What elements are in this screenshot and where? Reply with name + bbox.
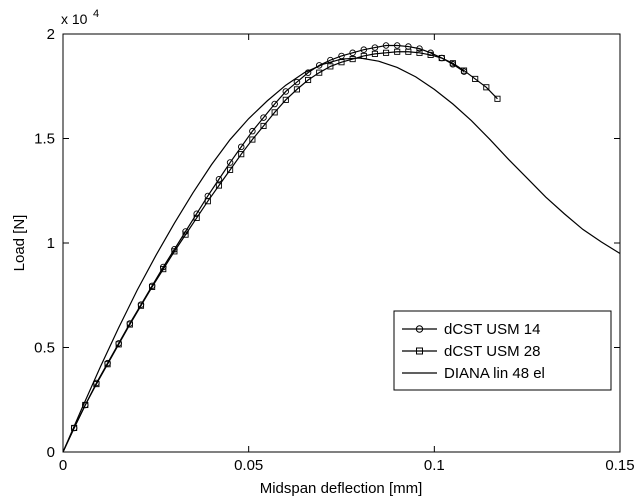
data-point-circle	[282, 88, 290, 95]
y-axis-label: Load [N]	[11, 215, 28, 272]
data-point-square	[193, 214, 200, 221]
legend-label-diana: DIANA lin 48 el	[444, 365, 545, 382]
data-point-square	[371, 50, 378, 57]
series-2	[62, 48, 501, 453]
data-point-square	[293, 86, 300, 93]
y-tick-label: 1	[47, 235, 55, 252]
data-point-circle	[360, 46, 368, 53]
data-point-square	[104, 361, 111, 368]
data-point-square	[227, 166, 234, 173]
data-point-square	[215, 182, 223, 189]
data-point-circle	[393, 42, 401, 49]
legend: dCST USM 14 dCST USM 28 DIANA lin 48 el	[393, 310, 612, 391]
legend-label-usm14: dCST USM 14	[444, 321, 540, 338]
data-point-square	[416, 49, 423, 56]
x-tick-label: 0.05	[234, 457, 263, 474]
data-point-square	[282, 96, 289, 103]
x-tick-label: 0.1	[424, 457, 445, 474]
data-point-square	[449, 60, 456, 67]
data-point-square	[427, 51, 434, 58]
data-point-circle	[260, 114, 267, 121]
data-point-circle	[226, 159, 234, 166]
data-point-circle	[237, 143, 245, 151]
data-point-square	[394, 48, 401, 55]
legend-marker-circle	[415, 325, 424, 333]
data-point-square	[93, 381, 100, 388]
y-tick-label: 0.5	[34, 340, 55, 357]
data-point-square	[249, 136, 256, 143]
data-point-circle	[293, 78, 301, 86]
data-point-circle	[271, 100, 278, 108]
data-point-circle	[371, 44, 379, 51]
data-point-square	[160, 266, 167, 273]
data-point-square	[405, 48, 412, 55]
data-point-square	[483, 84, 490, 91]
y-tick-label: 0	[47, 444, 55, 461]
data-point-circle	[382, 42, 390, 49]
data-point-square	[126, 321, 133, 328]
series-layer	[62, 42, 621, 453]
data-point-square	[383, 49, 390, 56]
data-point-square	[472, 75, 479, 82]
data-point-circle	[215, 176, 223, 183]
data-point-square	[494, 95, 501, 102]
series-line	[62, 57, 621, 453]
series-3	[62, 57, 621, 453]
data-point-square	[316, 69, 323, 76]
data-point-square	[260, 122, 267, 130]
y-multiplier-exponent: 4	[93, 8, 99, 20]
y-multiplier-base: x 10	[61, 11, 88, 27]
y-tick-label: 1.5	[34, 131, 55, 148]
data-point-square	[438, 54, 445, 62]
x-tick-label: 0	[59, 457, 67, 474]
data-point-circle	[327, 56, 334, 64]
data-point-circle	[349, 49, 356, 57]
data-point-square	[460, 67, 468, 74]
data-point-square	[204, 198, 211, 205]
x-axis-label: Midspan deflection [mm]	[260, 480, 423, 497]
legend-marker-square	[416, 347, 423, 355]
x-tick-label: 0.15	[605, 457, 634, 474]
data-point-square	[182, 231, 189, 238]
axis-ticks: 0 0.05 0.1 0.15 0 0.5 1 1.5 2	[34, 26, 634, 474]
data-point-square	[271, 109, 278, 116]
series-line	[62, 51, 498, 453]
data-point-circle	[249, 127, 256, 135]
data-point-square	[305, 76, 312, 84]
data-point-square	[115, 341, 122, 348]
legend-label-usm28: dCST USM 28	[444, 343, 540, 360]
data-point-square	[238, 151, 245, 158]
data-point-square	[327, 63, 334, 70]
y-tick-label: 2	[47, 26, 55, 43]
data-point-square	[149, 283, 156, 290]
data-point-square	[82, 401, 89, 409]
data-point-square	[171, 248, 178, 255]
data-point-square	[137, 302, 145, 309]
data-point-circle	[416, 45, 423, 52]
